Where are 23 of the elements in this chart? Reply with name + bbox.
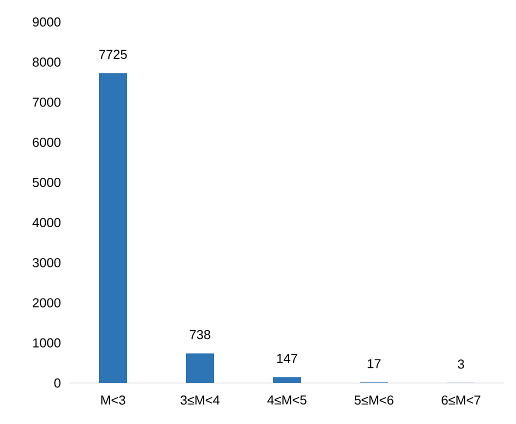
bar xyxy=(99,73,127,383)
x-tick-label: 3≤M<4 xyxy=(180,396,220,405)
x-tick-label: M<3 xyxy=(101,396,126,405)
y-tick-label: 1000 xyxy=(33,338,60,348)
data-label: 738 xyxy=(190,330,210,340)
y-tick-label: 9000 xyxy=(32,17,60,27)
x-tick-label: 4≤M<5 xyxy=(267,396,306,405)
data-label: 7725 xyxy=(99,50,127,59)
bar xyxy=(273,377,302,383)
x-tick-label: 5≤M<6 xyxy=(354,396,394,405)
y-tick-label: 4000 xyxy=(32,218,60,228)
y-tick-label: 2000 xyxy=(32,298,60,308)
bar xyxy=(186,353,214,383)
x-tick-label: 6≤M<7 xyxy=(442,396,480,405)
y-tick-label: 8000 xyxy=(32,58,60,67)
y-tick-label: 7000 xyxy=(32,98,60,107)
y-tick-label: 5000 xyxy=(32,178,60,188)
data-label: 3 xyxy=(458,360,464,369)
y-tick-label: 0 xyxy=(54,378,60,388)
data-label: 17 xyxy=(368,359,381,368)
data-label: 147 xyxy=(277,354,298,363)
y-tick-label: 3000 xyxy=(32,258,60,268)
y-tick-label: 6000 xyxy=(32,138,60,147)
